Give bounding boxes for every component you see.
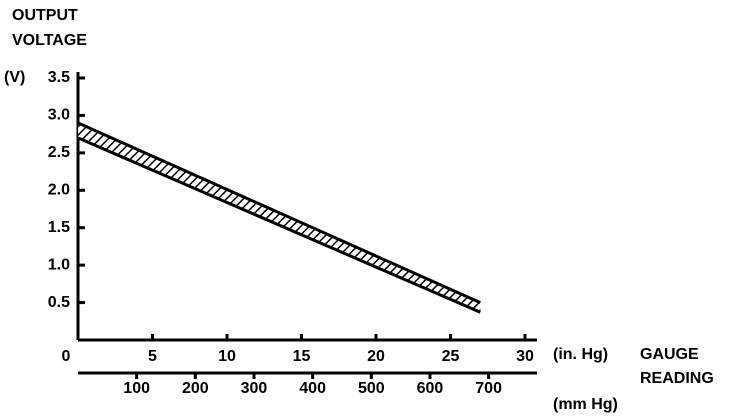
title-line: OUTPUT bbox=[12, 7, 78, 24]
x2-tick-label: 100 bbox=[123, 380, 150, 397]
x2-tick-label: 300 bbox=[241, 380, 268, 397]
x-label: GAUGE bbox=[640, 346, 699, 363]
x-tick-label: 0 bbox=[62, 348, 71, 365]
x2-tick-label: 700 bbox=[475, 380, 502, 397]
band-lower bbox=[77, 136, 481, 314]
band-upper bbox=[77, 121, 481, 304]
x2-tick-label: 200 bbox=[182, 380, 209, 397]
x-tick-label: 10 bbox=[218, 348, 236, 365]
y-tick-label: 3.5 bbox=[48, 69, 70, 86]
title-line: VOLTAGE bbox=[12, 32, 87, 49]
x-tick-label: 5 bbox=[148, 348, 157, 365]
x-tick-label: 30 bbox=[516, 348, 534, 365]
y-tick-label: 0.5 bbox=[48, 294, 70, 311]
x-unit: (in. Hg) bbox=[553, 346, 608, 363]
x2-tick-label: 400 bbox=[299, 380, 326, 397]
x-tick-label: 20 bbox=[367, 348, 385, 365]
x2-tick-label: 500 bbox=[358, 380, 385, 397]
y-tick-label: 2.5 bbox=[48, 144, 70, 161]
y-unit: (V) bbox=[4, 69, 25, 86]
y-tick-label: 1.5 bbox=[48, 219, 70, 236]
x-label: READING bbox=[640, 370, 714, 387]
x-tick-label: 15 bbox=[293, 348, 311, 365]
y-tick-label: 3.0 bbox=[48, 107, 70, 124]
x2-unit: (mm Hg) bbox=[553, 396, 618, 413]
y-tick-label: 2.0 bbox=[48, 182, 70, 199]
y-tick-label: 1.0 bbox=[48, 256, 70, 273]
x-tick-label: 25 bbox=[442, 348, 460, 365]
band-fill bbox=[78, 122, 481, 313]
x2-tick-label: 600 bbox=[417, 380, 444, 397]
